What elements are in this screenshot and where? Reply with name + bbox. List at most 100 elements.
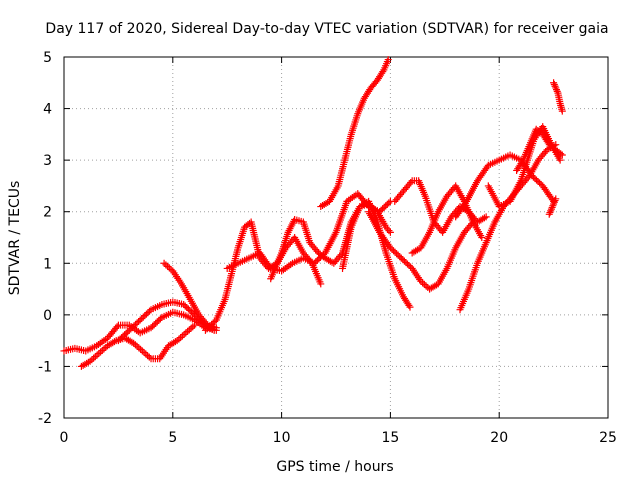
data-point <box>127 325 135 333</box>
data-point <box>379 68 387 76</box>
data-point <box>116 335 124 343</box>
data-point <box>181 302 189 310</box>
data-point <box>557 150 565 158</box>
y-tick-label: -2 <box>38 411 52 427</box>
data-point <box>133 319 141 327</box>
data-point <box>135 344 143 352</box>
data-point <box>208 320 216 328</box>
plot-frame <box>63 56 609 419</box>
data-point <box>138 347 146 355</box>
data-point <box>400 257 408 265</box>
y-tick-label: 3 <box>43 153 52 169</box>
data-point <box>383 200 391 208</box>
x-tick-label: 20 <box>490 430 508 446</box>
data-point <box>396 253 404 261</box>
data-point <box>528 172 536 180</box>
data-point <box>201 326 209 334</box>
data-point <box>137 345 145 353</box>
data-point <box>93 351 101 359</box>
tick-layer: 0 5 10 15 20 25 -2 -1 0 1 2 3 4 5 <box>38 50 617 446</box>
data-point <box>550 198 558 206</box>
data-point <box>551 197 559 205</box>
data-point <box>558 151 566 159</box>
data-point <box>556 156 564 164</box>
data-point <box>397 254 405 262</box>
data-point <box>131 320 139 328</box>
data-point <box>121 331 129 339</box>
y-tick-label: 2 <box>43 205 52 221</box>
data-point <box>135 317 143 325</box>
data-point <box>399 256 407 264</box>
data-point <box>310 259 318 267</box>
data-point <box>141 312 149 320</box>
data-point <box>182 329 190 337</box>
data-point <box>391 248 399 256</box>
data-point <box>550 81 558 89</box>
data-point <box>313 256 321 264</box>
data-point <box>180 330 188 338</box>
x-axis-title: GPS time / hours <box>276 459 393 475</box>
data-point <box>552 84 560 92</box>
data-point <box>145 353 153 361</box>
x-tick-label: 10 <box>273 430 291 446</box>
y-tick-label: 1 <box>43 256 52 272</box>
data-point <box>403 260 411 268</box>
data-point <box>138 315 146 323</box>
data-point <box>91 353 99 361</box>
data-point <box>394 251 402 259</box>
data-point <box>180 301 188 309</box>
data-point <box>205 323 213 331</box>
data-point <box>552 195 560 203</box>
data-point <box>139 313 147 321</box>
data-point <box>203 325 211 333</box>
data-point <box>136 316 144 324</box>
data-point <box>185 326 193 334</box>
y-axis-title: SDTVAR / TECUs <box>7 181 23 296</box>
data-point <box>142 350 150 358</box>
data-point <box>536 179 544 187</box>
data-point <box>558 107 566 115</box>
data-point <box>133 342 141 350</box>
data-point <box>549 202 557 210</box>
data-point <box>402 259 410 267</box>
data-point <box>553 86 561 94</box>
data-point <box>553 87 561 95</box>
data-point <box>313 247 321 255</box>
data-point <box>518 158 526 166</box>
data-point <box>149 322 157 330</box>
data-point <box>531 175 539 183</box>
data-point <box>156 315 164 323</box>
data-point <box>379 205 387 213</box>
data-point <box>211 317 219 325</box>
y-tick-label: 0 <box>43 308 52 324</box>
data-point <box>312 258 320 266</box>
data-point <box>382 202 390 210</box>
data-point <box>98 346 106 354</box>
data-point <box>145 307 153 315</box>
data-point <box>547 207 555 215</box>
data-point <box>393 250 401 258</box>
data-point <box>118 334 126 342</box>
data-point <box>209 319 217 327</box>
data-point <box>385 199 393 207</box>
data-point <box>162 261 170 269</box>
data-point <box>390 247 398 255</box>
data-point <box>144 309 152 317</box>
data-point <box>406 303 414 311</box>
data-point <box>545 210 553 218</box>
data-point <box>184 327 192 335</box>
data-point <box>407 178 415 186</box>
data-point <box>165 264 173 272</box>
x-tick-label: 15 <box>381 430 399 446</box>
data-point <box>113 323 121 331</box>
data-point <box>212 324 220 332</box>
data-point <box>546 209 554 217</box>
data-point <box>125 326 133 334</box>
data-point <box>386 228 394 236</box>
data-point <box>164 262 172 270</box>
data-point <box>153 318 161 326</box>
data-point <box>183 303 191 311</box>
data-point <box>533 176 541 184</box>
